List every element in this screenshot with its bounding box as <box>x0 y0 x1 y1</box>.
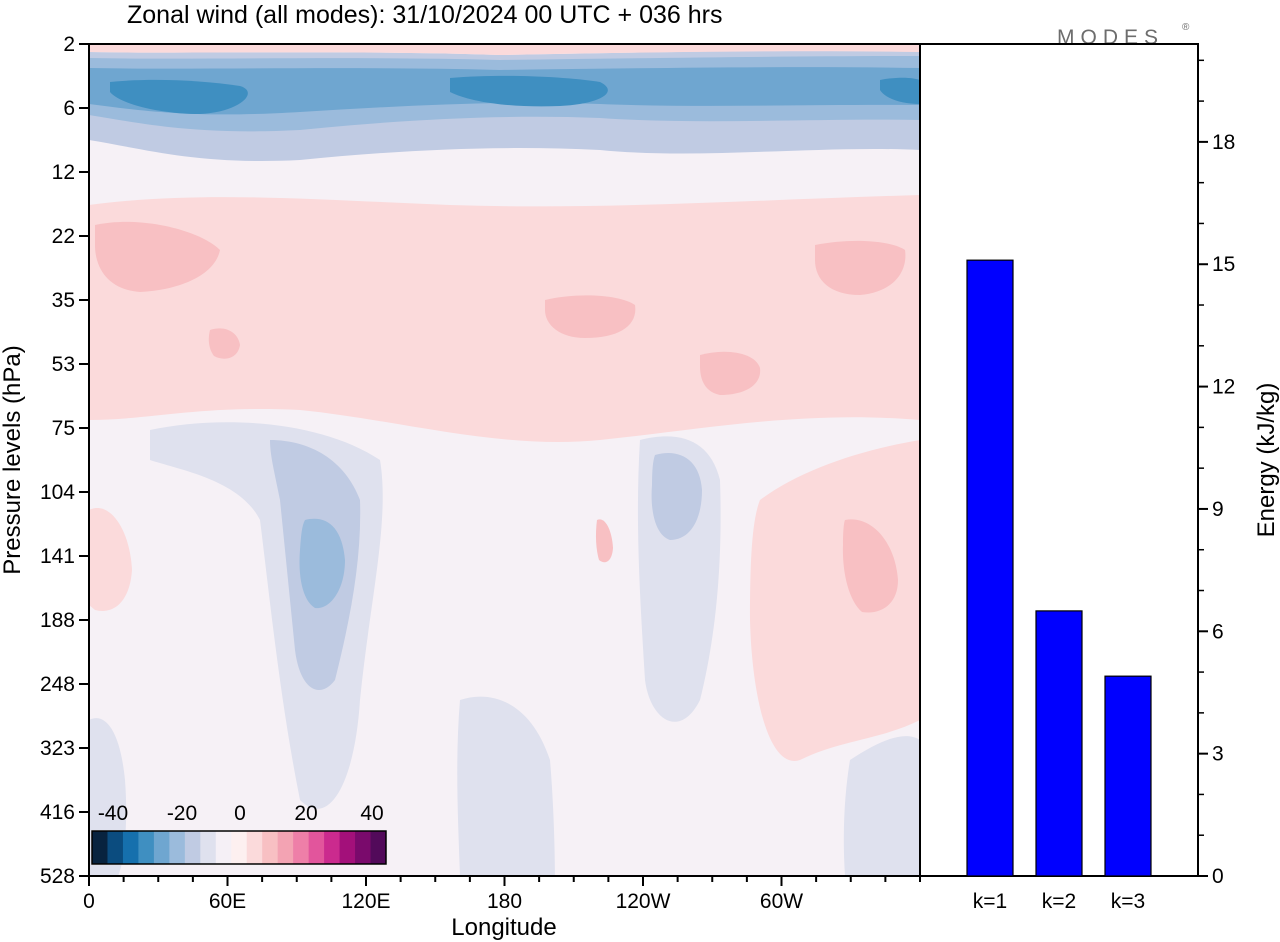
colorbar-swatch <box>324 831 341 864</box>
energy-bars <box>966 259 1152 877</box>
y-tick-label: 104 <box>40 481 75 504</box>
trop-easterly-west-core <box>299 518 345 609</box>
trop-westerly-right-core <box>842 519 898 613</box>
westerly-band-outer <box>89 195 920 443</box>
easterly-core-west <box>110 79 248 114</box>
chart-title: Zonal wind (all modes): 31/10/2024 00 UT… <box>127 1 722 29</box>
easterly-core-far-east <box>880 77 920 104</box>
x-tick-label: 180 <box>487 890 522 913</box>
colorbar-swatch <box>262 831 279 864</box>
bar-category-label: k=2 <box>1042 890 1076 913</box>
energy-bar <box>966 259 1014 877</box>
westerly-core-west <box>95 221 220 292</box>
colorbar-swatch <box>370 831 387 864</box>
y-tick-label: 248 <box>40 673 75 696</box>
colorbar-swatch <box>107 831 124 864</box>
energy-tick-label: 0 <box>1212 865 1224 888</box>
colorbar-swatch <box>293 831 310 864</box>
westerly-core-east-lower <box>700 351 761 395</box>
y-tick-label: 22 <box>52 225 75 248</box>
x-tick-label: 0 <box>83 890 95 913</box>
energy-tick-label: 12 <box>1212 376 1235 399</box>
colorbar-label: 0 <box>234 802 246 825</box>
colorbar-swatch <box>308 831 325 864</box>
colorbar-swatch <box>231 831 248 864</box>
westerly-core-east <box>815 240 906 295</box>
y-tick-label: 528 <box>40 865 75 888</box>
colorbar: -40 -20 0 20 40 <box>91 802 387 865</box>
logo-mark: ® <box>1182 22 1190 33</box>
y-tick-label: 6 <box>63 97 75 120</box>
energy-tick-label: 15 <box>1212 253 1235 276</box>
energy-axis-title: Energy (kJ/kg) <box>1253 383 1280 538</box>
bar-category-label: k=1 <box>973 890 1007 913</box>
y-tick-label: 75 <box>52 417 75 440</box>
colorbar-swatch <box>246 831 263 864</box>
colorbar-swatch <box>122 831 139 864</box>
energy-tick-label: 18 <box>1212 131 1235 154</box>
trop-westerly-left <box>89 508 132 611</box>
y-tick-label: 2 <box>63 33 75 56</box>
colorbar-swatch <box>92 831 108 864</box>
colorbar-swatch <box>339 831 356 864</box>
energy-bar <box>1035 610 1083 877</box>
colorbar-swatch <box>184 831 201 864</box>
trop-easterly-bottom-right <box>843 736 920 876</box>
mode-ticks: k=1 k=2 k=3 <box>973 890 1145 913</box>
y-tick-label: 323 <box>40 737 75 760</box>
energy-bar <box>1104 675 1152 877</box>
pressure-ticks: 2 6 12 22 35 53 75 104 141 188 248 323 416 528 <box>40 33 89 888</box>
energy-tick-label: 6 <box>1212 620 1224 643</box>
trop-westerly-center-small <box>595 519 613 563</box>
colorbar-swatch <box>200 831 217 864</box>
x-tick-label: 120E <box>341 890 390 913</box>
colorbar-swatch <box>355 831 372 864</box>
x-tick-label: 120W <box>616 890 671 913</box>
westerly-core-small <box>208 328 240 359</box>
x-axis-title: Longitude <box>451 914 556 941</box>
easterly-core-east <box>450 75 608 107</box>
energy-ticks: 0 3 6 9 12 15 18 <box>1198 59 1235 888</box>
trop-westerly-right <box>750 440 920 761</box>
y-tick-label: 188 <box>40 609 75 632</box>
colorbar-label: 20 <box>294 802 317 825</box>
colorbar-swatch <box>215 831 232 864</box>
colorbar-swatch <box>277 831 294 864</box>
y-tick-label: 416 <box>40 801 75 824</box>
colorbar-label: -20 <box>167 802 197 825</box>
colorbar-swatch <box>138 831 155 864</box>
colorbar-frame <box>91 830 387 865</box>
y-axis-title: Pressure levels (hPa) <box>0 345 26 574</box>
stratospheric-top-pink <box>89 44 920 55</box>
trop-easterly-center-core <box>651 453 702 540</box>
x-tick-label: 60E <box>209 890 246 913</box>
energy-tick-label: 9 <box>1212 498 1224 521</box>
colorbar-label: 40 <box>360 802 383 825</box>
colorbar-label: -40 <box>98 802 128 825</box>
bar-category-label: k=3 <box>1111 890 1145 913</box>
x-tick-label: 60W <box>760 890 803 913</box>
colorbar-swatch <box>153 831 170 864</box>
y-tick-label: 53 <box>52 353 75 376</box>
longitude-ticks: 0 60E 120E 180 120W 60W <box>83 876 921 913</box>
westerly-core-center <box>545 295 636 338</box>
energy-bar-chart: k=1 k=2 k=3 0 3 6 9 12 15 18 Energy (kJ/kg) <box>919 43 1280 913</box>
y-tick-label: 12 <box>52 161 75 184</box>
y-tick-label: 141 <box>40 545 75 568</box>
wind-field <box>89 44 920 876</box>
zonal-wind-heatmap: 0 60E 120E 180 120W 60W 2 6 12 22 35 53 75 104 141 188… <box>0 33 921 941</box>
energy-tick-label: 3 <box>1212 743 1224 766</box>
trop-easterly-bottom-center <box>457 696 555 876</box>
colorbar-swatch <box>169 831 186 864</box>
y-tick-label: 35 <box>52 289 75 312</box>
